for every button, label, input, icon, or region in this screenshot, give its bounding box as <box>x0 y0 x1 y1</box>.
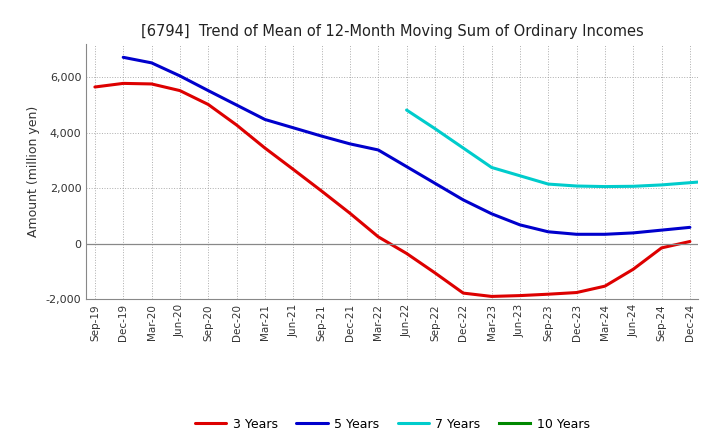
7 Years <box>685 180 694 185</box>
3 Years <box>459 290 467 296</box>
3 Years <box>318 188 326 194</box>
7 Years <box>516 173 524 178</box>
5 Years <box>600 231 609 237</box>
5 Years <box>629 230 637 235</box>
7 Years <box>600 184 609 189</box>
Title: [6794]  Trend of Mean of 12-Month Moving Sum of Ordinary Incomes: [6794] Trend of Mean of 12-Month Moving … <box>141 24 644 39</box>
3 Years <box>544 292 552 297</box>
5 Years <box>402 164 411 169</box>
3 Years <box>176 88 184 93</box>
7 Years <box>657 182 666 187</box>
3 Years <box>289 167 297 172</box>
3 Years <box>119 81 127 86</box>
3 Years <box>572 290 581 295</box>
5 Years <box>374 147 382 153</box>
3 Years <box>374 234 382 239</box>
5 Years <box>261 117 269 122</box>
5 Years <box>459 197 467 202</box>
7 Years <box>431 126 439 131</box>
5 Years <box>431 180 439 186</box>
5 Years <box>204 88 212 93</box>
3 Years <box>685 239 694 244</box>
3 Years <box>233 122 241 128</box>
Line: 5 Years: 5 Years <box>123 57 690 234</box>
3 Years <box>148 81 156 87</box>
7 Years <box>487 165 496 170</box>
5 Years <box>119 55 127 60</box>
5 Years <box>176 73 184 78</box>
7 Years <box>459 145 467 150</box>
Line: 3 Years: 3 Years <box>95 84 690 297</box>
Y-axis label: Amount (million yen): Amount (million yen) <box>27 106 40 237</box>
5 Years <box>516 222 524 227</box>
5 Years <box>657 227 666 233</box>
5 Years <box>318 133 326 139</box>
3 Years <box>600 283 609 289</box>
5 Years <box>289 125 297 130</box>
7 Years <box>714 178 720 183</box>
5 Years <box>233 103 241 108</box>
7 Years <box>572 183 581 189</box>
5 Years <box>572 231 581 237</box>
Line: 7 Years: 7 Years <box>407 110 719 187</box>
7 Years <box>544 181 552 187</box>
3 Years <box>431 270 439 275</box>
3 Years <box>516 293 524 298</box>
3 Years <box>657 245 666 250</box>
3 Years <box>629 267 637 272</box>
7 Years <box>629 183 637 189</box>
3 Years <box>261 145 269 150</box>
5 Years <box>685 225 694 230</box>
5 Years <box>487 211 496 216</box>
3 Years <box>204 102 212 107</box>
3 Years <box>402 251 411 256</box>
3 Years <box>487 294 496 299</box>
3 Years <box>346 211 354 216</box>
5 Years <box>346 141 354 147</box>
7 Years <box>402 107 411 113</box>
5 Years <box>544 229 552 235</box>
Legend: 3 Years, 5 Years, 7 Years, 10 Years: 3 Years, 5 Years, 7 Years, 10 Years <box>190 413 595 436</box>
5 Years <box>148 60 156 66</box>
3 Years <box>91 84 99 90</box>
